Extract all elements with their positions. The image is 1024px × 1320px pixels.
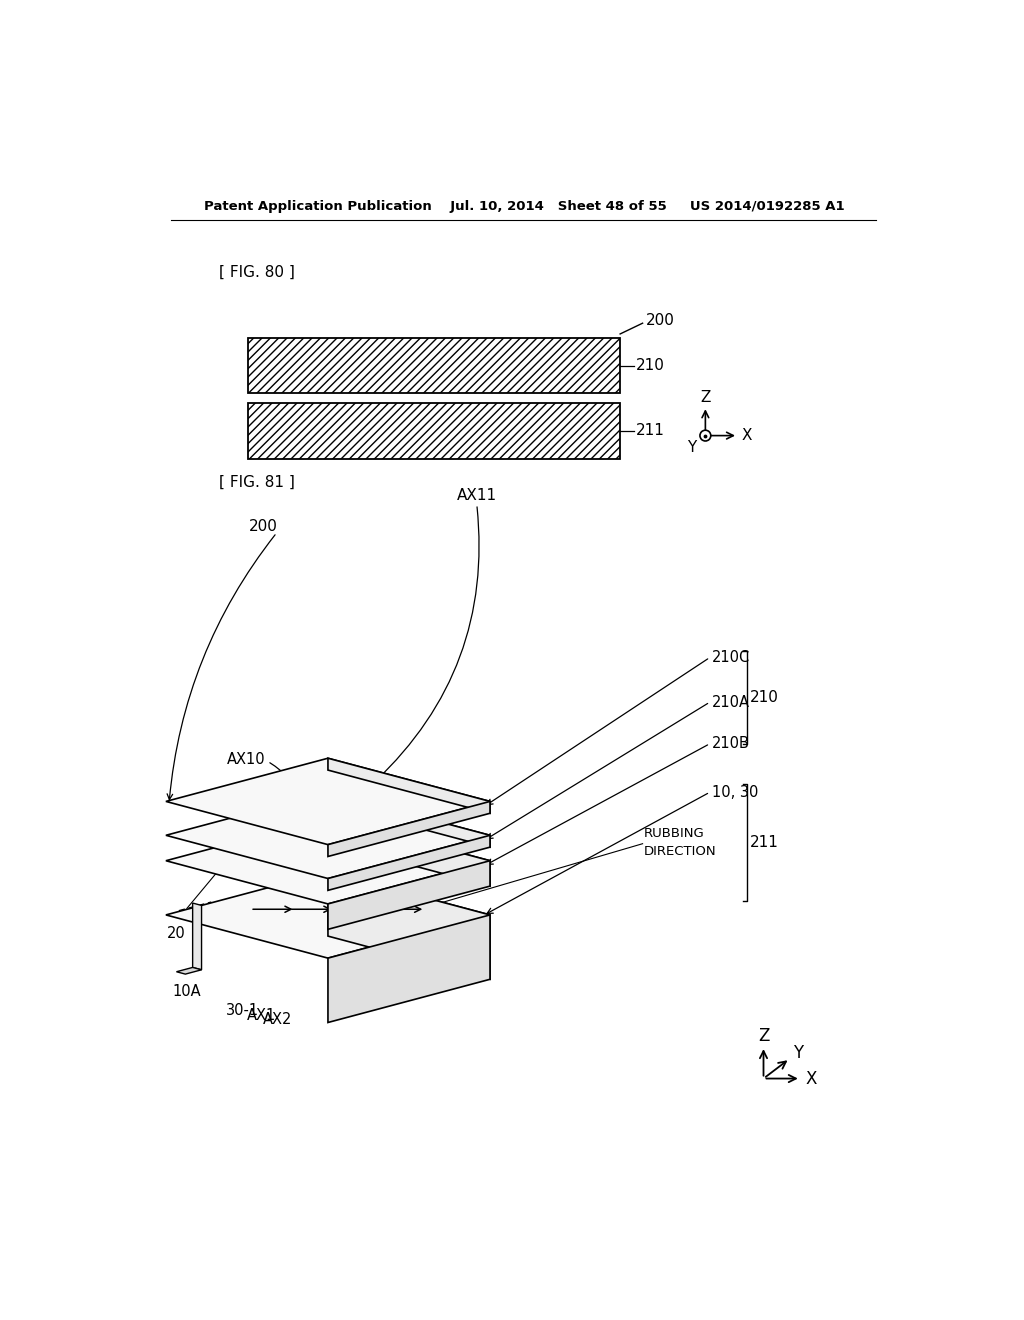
Polygon shape [166,817,490,904]
Text: 210B: 210B [712,737,750,751]
Text: Y: Y [687,440,696,454]
Text: AX2: AX2 [263,1011,292,1027]
Text: 210A: 210A [712,694,750,710]
Text: AX11: AX11 [457,488,497,503]
Text: AX1: AX1 [247,1008,276,1023]
Text: 30-1: 30-1 [225,1003,259,1018]
Polygon shape [328,817,490,886]
Polygon shape [328,861,490,929]
Bar [248,338,621,393]
Polygon shape [166,871,490,958]
Text: Patent Application Publication    Jul. 10, 2014   Sheet 48 of 55     US 2014/019: Patent Application Publication Jul. 10, … [205,199,845,213]
Polygon shape [328,758,490,813]
Text: 211: 211 [751,836,779,850]
Text: 200: 200 [249,519,279,535]
Text: Z: Z [700,389,711,405]
Circle shape [700,430,711,441]
Text: 211: 211 [636,424,665,438]
Text: Y: Y [794,1044,804,1063]
Text: X: X [806,1069,817,1088]
Text: X: X [742,428,753,444]
Polygon shape [328,801,490,857]
Text: RUBBING
DIRECTION: RUBBING DIRECTION [644,826,717,858]
Polygon shape [328,871,490,979]
Text: [ FIG. 80 ]: [ FIG. 80 ] [219,265,295,280]
Text: 210C: 210C [712,649,750,665]
Text: 20: 20 [167,927,185,941]
Polygon shape [328,915,490,1023]
Text: 200: 200 [646,313,675,327]
Text: AX5: AX5 [242,797,271,813]
Text: Z: Z [758,1027,769,1045]
Text: 210: 210 [751,690,779,705]
Text: [ FIG. 81 ]: [ FIG. 81 ] [219,474,295,490]
Polygon shape [166,758,490,845]
Polygon shape [328,792,490,847]
Polygon shape [193,903,202,970]
Text: 10, 30: 10, 30 [712,784,758,800]
Text: 210: 210 [636,358,665,374]
Text: 10A: 10A [172,985,201,999]
Polygon shape [166,792,490,879]
Polygon shape [328,836,490,891]
Text: AX10: AX10 [227,751,266,767]
Bar [248,404,621,459]
Polygon shape [176,968,202,974]
